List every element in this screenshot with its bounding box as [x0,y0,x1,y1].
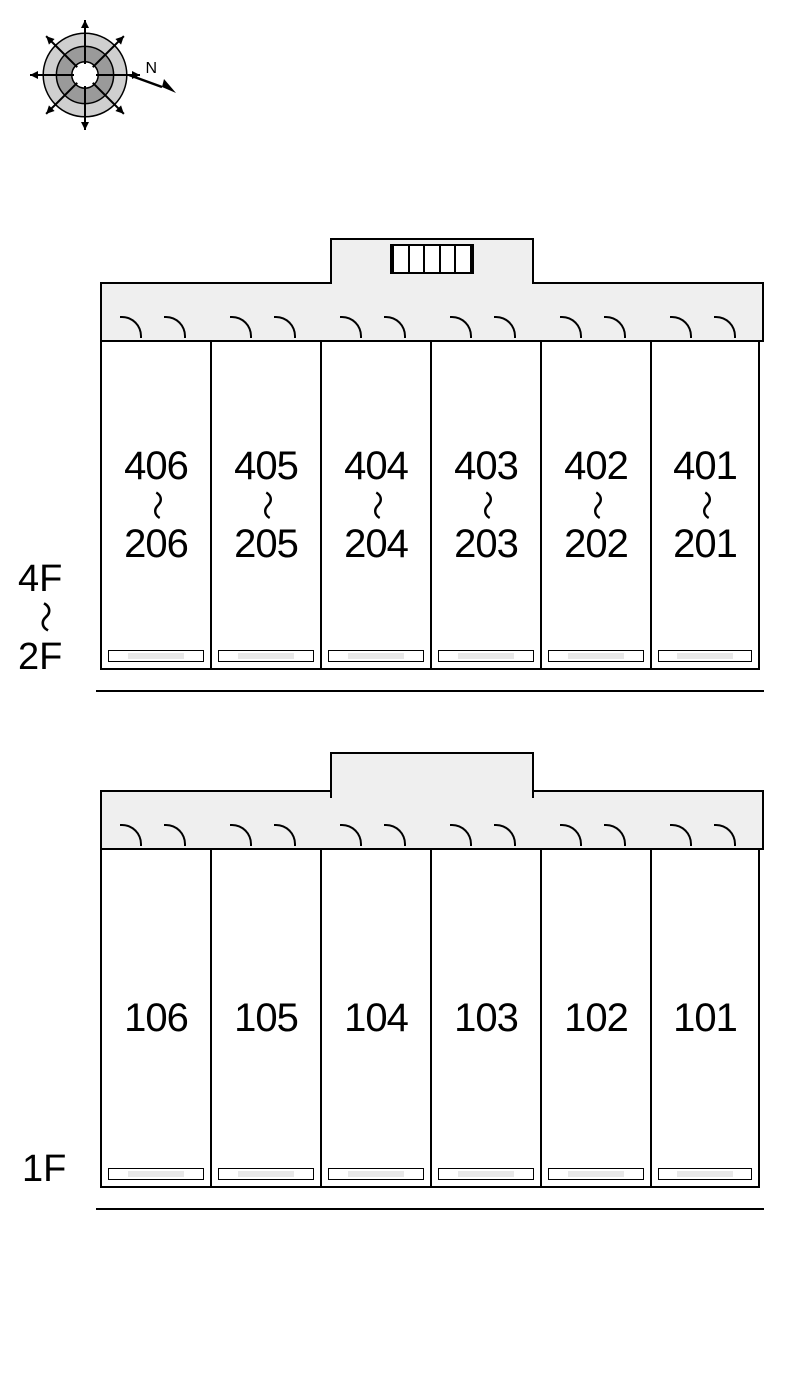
svg-text:N: N [146,60,158,77]
unit-lower-3: 103 [430,848,540,1188]
corridor-lower [100,790,764,850]
balcony-rail-upper [96,690,764,692]
unit-label: 405〜205 [234,445,298,565]
unit-label: 406〜206 [124,445,188,565]
unit-lower-2: 104 [320,848,430,1188]
balcony-rail-lower [96,1208,764,1210]
unit-label: 104 [344,997,408,1039]
unit-label: 101 [673,997,737,1039]
unit-upper-4: 402〜202 [540,340,650,670]
floor-label-lower: 1F [22,1150,66,1188]
compass-rose: N [30,20,140,130]
window-strip [658,650,752,662]
unit-upper-1: 405〜205 [210,340,320,670]
unit-lower-1: 105 [210,848,320,1188]
floor-plan-canvas: N 4F〜2F 406〜206 405〜205 404〜204 403〜203 402〜2… [0,0,800,1373]
unit-label: 102 [564,997,628,1039]
units-row-lower: 106 105 104 103 102 101 [100,848,760,1188]
window-strip [218,650,314,662]
stair-box-lower [330,752,534,798]
unit-label: 103 [454,997,518,1039]
unit-upper-3: 403〜203 [430,340,540,670]
window-strip [108,650,204,662]
window-strip [328,1168,424,1180]
window-strip [548,650,644,662]
unit-lower-4: 102 [540,848,650,1188]
units-row-upper: 406〜206 405〜205 404〜204 403〜203 402〜202 401〜2… [100,340,760,670]
unit-lower-0: 106 [100,848,210,1188]
stair-bars-upper [390,244,474,274]
unit-label: 401〜201 [673,445,737,565]
unit-label: 403〜203 [454,445,518,565]
window-strip [438,1168,534,1180]
unit-upper-2: 404〜204 [320,340,430,670]
corridor-upper [100,282,764,342]
floor-label-upper: 4F〜2F [18,560,62,676]
window-strip [658,1168,752,1180]
window-strip [218,1168,314,1180]
unit-label: 106 [124,997,188,1039]
window-strip [328,650,424,662]
unit-label: 105 [234,997,298,1039]
unit-label: 402〜202 [564,445,628,565]
unit-upper-0: 406〜206 [100,340,210,670]
unit-upper-5: 401〜201 [650,340,760,670]
unit-lower-5: 101 [650,848,760,1188]
window-strip [108,1168,204,1180]
unit-label: 404〜204 [344,445,408,565]
window-strip [438,650,534,662]
window-strip [548,1168,644,1180]
